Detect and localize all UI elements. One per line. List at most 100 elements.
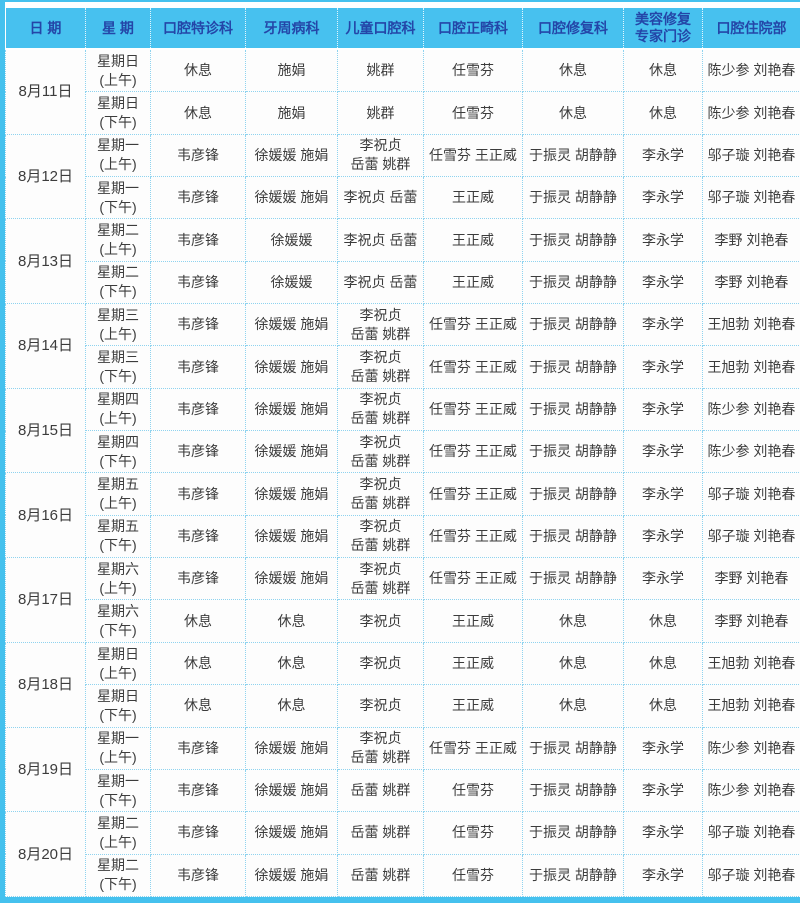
duty-cell: 徐媛媛 [245, 218, 338, 262]
weekday-cell: 星期日 (上午) [85, 641, 151, 686]
duty-cell: 岳蕾 姚群 [337, 811, 424, 855]
weekday-cell: 星期一 (下午) [85, 768, 151, 813]
table-row: 8月11日 星期日 (上午) 休息 施娟 姚群 任雪芬 休息 休息 陈少参 刘艳春 [5, 48, 800, 135]
period-label: (下午) [99, 368, 137, 385]
duty-cell: 李永学 [623, 768, 703, 813]
duty-cell: 休息 [245, 684, 338, 728]
duty-cell: 徐媛媛 施娟 [245, 557, 338, 601]
duty-cell: 李永学 [623, 430, 703, 474]
duty-cell: 韦彦锋 [150, 345, 246, 389]
duty-cell: 于振灵 胡静静 [522, 853, 624, 898]
duty-cell: 休息 [522, 599, 624, 643]
duty-cell: 王正威 [423, 599, 523, 643]
duty-cell: 李祝贞 岳蕾 姚群 [337, 387, 424, 432]
period-label: (上午) [99, 664, 137, 681]
table-row: 星期六 (下午) 休息 休息 李祝贞 王正威 休息 休息 李野 刘艳春 [6, 599, 800, 643]
period-label: (上午) [99, 495, 137, 512]
duty-cell: 任雪芬 王正威 [423, 303, 523, 347]
duty-cell: 韦彦锋 [150, 514, 246, 559]
duty-cell: 于振灵 胡静静 [522, 218, 624, 262]
table-row: 8月14日 星期三 (上午) 韦彦锋 徐媛媛 施娟 李祝贞 岳蕾 姚群 任雪芬 王正威 于振灵… [5, 303, 800, 389]
duty-cell: 休息 [150, 599, 246, 643]
duty-cell: 韦彦锋 [150, 387, 246, 432]
period-label: (下午) [99, 198, 137, 215]
duty-cell: 邬子璇 刘艳春 [702, 133, 800, 178]
duty-cell: 休息 [245, 641, 338, 686]
duty-cell: 王旭勃 刘艳春 [702, 641, 800, 686]
col-header-date: 日 期 [5, 8, 86, 50]
duty-cell: 于振灵 胡静静 [522, 133, 624, 178]
duty-cell: 李祝贞 岳蕾 姚群 [337, 133, 424, 178]
duty-cell: 任雪芬 王正威 [423, 430, 523, 474]
duty-cell: 邬子璇 刘艳春 [702, 514, 800, 559]
duty-cell: 李祝贞 岳蕾 [337, 176, 424, 220]
duty-cell: 于振灵 胡静静 [522, 472, 624, 516]
duty-cell: 李永学 [623, 472, 703, 516]
weekday-cell: 星期二 (下午) [85, 853, 151, 898]
duty-cell: 韦彦锋 [150, 811, 246, 855]
weekday-cell: 星期五 (上午) [85, 472, 151, 516]
duty-cell: 姚群 [337, 91, 424, 135]
duty-cell: 任雪芬 王正威 [423, 514, 523, 559]
weekday-cell: 星期二 (上午) [85, 811, 151, 855]
duty-cell: 任雪芬 [423, 48, 523, 93]
table-row: 星期四 (下午) 韦彦锋 徐媛媛 施娟 李祝贞 岳蕾 姚群 任雪芬 王正威 于振灵 胡静静李… [6, 430, 800, 474]
duty-cell: 李永学 [623, 811, 703, 855]
duty-cell: 休息 [623, 641, 703, 686]
duty-cell: 李永学 [623, 260, 703, 305]
weekday-cell: 星期日 (下午) [85, 91, 151, 135]
duty-cell: 李祝贞 岳蕾 姚群 [337, 726, 424, 770]
duty-cell: 休息 [150, 48, 246, 93]
weekday-cell: 星期三 (下午) [85, 345, 151, 389]
weekday-cell: 星期六 (上午) [85, 557, 151, 601]
duty-cell: 徐媛媛 施娟 [245, 303, 338, 347]
table-row: 星期一 (下午) 韦彦锋 徐媛媛 施娟 李祝贞 岳蕾 王正威 于振灵 胡静静 李永学 邬子璇 刘… [6, 176, 800, 220]
weekday-label: 星期日 [97, 52, 139, 69]
date-cell: 8月20日 [5, 811, 86, 897]
weekday-label: 星期日 [97, 687, 139, 704]
duty-cell: 陈少参 刘艳春 [702, 430, 800, 474]
duty-cell: 李永学 [623, 133, 703, 178]
weekday-label: 星期二 [97, 264, 139, 281]
duty-cell: 李永学 [623, 726, 703, 770]
duty-cell: 于振灵 胡静静 [522, 557, 624, 601]
duty-cell: 李祝贞 岳蕾 [337, 218, 424, 262]
period-label: (上午) [99, 71, 137, 88]
col-header-cosmetic-expert-clinic: 美容修复 专家门诊 [623, 8, 703, 50]
duty-cell: 休息 [522, 641, 624, 686]
table-row: 星期三 (下午) 韦彦锋 徐媛媛 施娟 李祝贞 岳蕾 姚群 任雪芬 王正威 于振灵 胡静静李… [6, 345, 800, 389]
period-label: (上午) [99, 156, 137, 173]
table-row: 8月20日 星期二 (上午) 韦彦锋 徐媛媛 施娟 岳蕾 姚群 任雪芬 于振灵 胡静静 李永学邬… [5, 811, 800, 897]
duty-cell: 休息 [150, 684, 246, 728]
duty-cell: 于振灵 胡静静 [522, 430, 624, 474]
table-row: 8月17日 星期六 (上午) 韦彦锋 徐媛媛 施娟 李祝贞 岳蕾 姚群 任雪芬 王正威 于振灵… [5, 557, 800, 643]
period-label: (下午) [99, 622, 137, 639]
date-cell: 8月19日 [5, 726, 86, 813]
col-header-orthodontics: 口腔正畸科 [423, 8, 523, 50]
weekday-cell: 星期日 (下午) [85, 684, 151, 728]
duty-cell: 徐媛媛 施娟 [245, 768, 338, 813]
col-header-prosthodontics: 口腔修复科 [522, 8, 624, 50]
table-row: 星期日 (下午) 休息 休息 李祝贞 王正威 休息 休息 王旭勃 刘艳春 [6, 684, 800, 728]
duty-cell: 陈少参 刘艳春 [702, 726, 800, 770]
weekday-cell: 星期一 (下午) [85, 176, 151, 220]
table-row: 星期五 (下午) 韦彦锋 徐媛媛 施娟 李祝贞 岳蕾 姚群 任雪芬 王正威 于振灵 胡静静李… [6, 514, 800, 559]
date-cell: 8月17日 [5, 557, 86, 643]
weekday-label: 星期二 [97, 222, 139, 239]
duty-cell: 休息 [245, 599, 338, 643]
weekday-cell: 星期日 (上午) [85, 48, 151, 93]
header-row: 日 期 星 期 口腔特诊科 牙周病科 儿童口腔科 口腔正畸科 口腔修复科 美容修… [5, 8, 800, 50]
period-label: (上午) [99, 325, 137, 342]
duty-cell: 于振灵 胡静静 [522, 811, 624, 855]
weekday-label: 星期日 [97, 95, 139, 112]
table-row: 星期二 (下午) 韦彦锋 徐媛媛 李祝贞 岳蕾 王正威 于振灵 胡静静 李永学 李野 刘艳春 [6, 260, 800, 305]
weekday-cell: 星期五 (下午) [85, 514, 151, 559]
duty-cell: 徐媛媛 施娟 [245, 726, 338, 770]
duty-cell: 陈少参 刘艳春 [702, 48, 800, 93]
duty-cell: 李祝贞 岳蕾 姚群 [337, 345, 424, 389]
duty-cell: 韦彦锋 [150, 726, 246, 770]
weekday-cell: 星期一 (上午) [85, 726, 151, 770]
weekday-cell: 星期二 (下午) [85, 260, 151, 305]
duty-cell: 于振灵 胡静静 [522, 726, 624, 770]
table-row: 8月19日 星期一 (上午) 韦彦锋 徐媛媛 施娟 李祝贞 岳蕾 姚群 任雪芬 王正威 于振灵… [5, 726, 800, 813]
